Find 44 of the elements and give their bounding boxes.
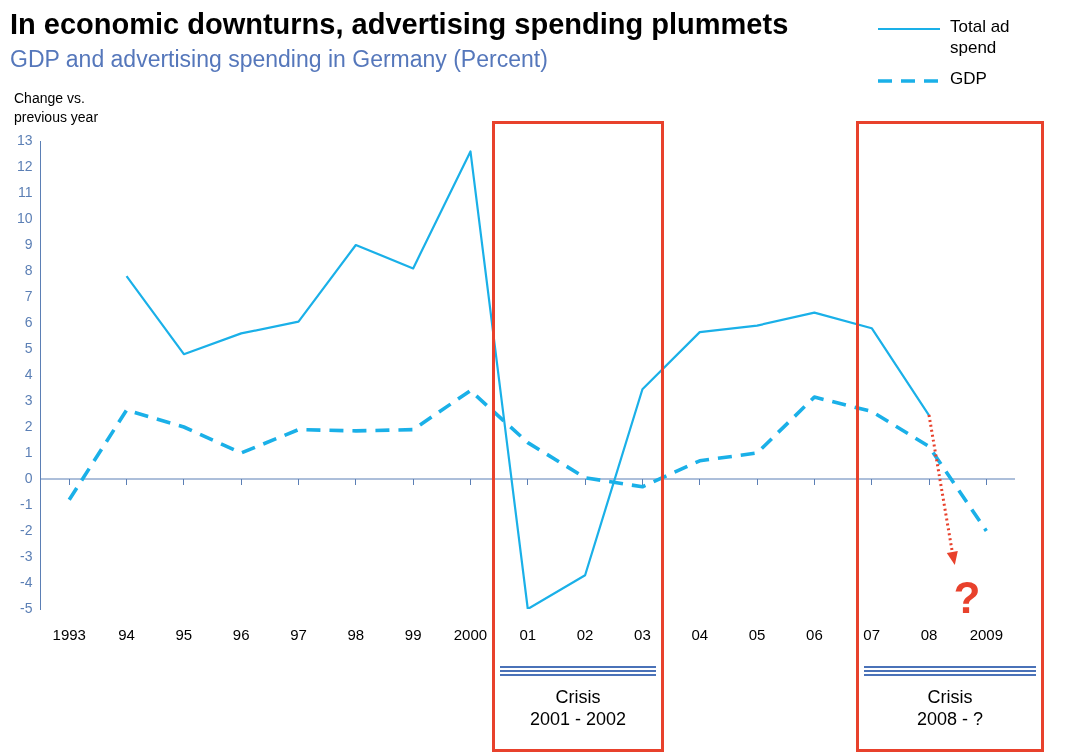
x-tick-label: 06	[806, 626, 823, 644]
y-tick-label: 4	[24, 365, 33, 382]
x-tick-label: 99	[404, 626, 422, 644]
y-tick-label: 1	[24, 443, 33, 460]
y-tick-label: 13	[16, 131, 33, 148]
x-tick-label: 2000	[453, 626, 488, 644]
x-tick-label: 05	[748, 626, 766, 644]
x-tick-label: 07	[863, 626, 881, 644]
legend-label: GDP	[950, 68, 988, 89]
y-tick-label: 11	[18, 183, 33, 200]
x-tick-label: 03	[634, 626, 651, 644]
chart-title: In economic downturns, advertising spending plummets	[10, 8, 789, 41]
y-axis-title: Change vs. previous year	[14, 89, 100, 127]
y-tick-label: -3	[20, 547, 33, 564]
annotation: ?	[953, 573, 981, 623]
y-tick-label: -4	[20, 573, 33, 590]
x-tick-label: 94	[118, 626, 135, 644]
x-tick-label: 04	[691, 626, 709, 644]
y-tick-label: 10	[16, 209, 33, 226]
y-tick-label: -2	[20, 521, 33, 538]
text: Crisis 2008 - ?	[916, 686, 984, 730]
x-tick-label: 08	[920, 626, 938, 644]
x-tick-label: 2009	[969, 626, 1004, 644]
text: Crisis 2001 - 2002	[529, 686, 627, 730]
y-tick-label: 9	[24, 235, 33, 252]
x-tick-label: 02	[576, 626, 594, 644]
y-tick-label: 12	[16, 157, 33, 174]
x-tick-label: 1993	[52, 626, 86, 644]
x-tick-label: 01	[519, 626, 537, 644]
x-tick-label: 97	[290, 626, 307, 644]
y-tick-label: 2	[24, 417, 33, 434]
x-tick-label: 95	[175, 626, 193, 644]
chart-subtitle: GDP and advertising spending in Germany (Percent)	[10, 46, 548, 73]
y-tick-label: 7	[24, 287, 33, 304]
y-tick-label: 0	[24, 469, 33, 486]
y-tick-label: 3	[24, 391, 33, 408]
y-tick-label: -1	[20, 495, 33, 512]
y-tick-label: -5	[20, 599, 33, 616]
x-tick-label: 98	[347, 626, 365, 644]
x-tick-label: 96	[232, 626, 250, 644]
y-tick-label: 5	[24, 339, 33, 356]
legend-label: Total ad spend	[950, 16, 1011, 58]
y-tick-label: 6	[24, 313, 33, 330]
y-tick-label: 8	[24, 261, 33, 278]
